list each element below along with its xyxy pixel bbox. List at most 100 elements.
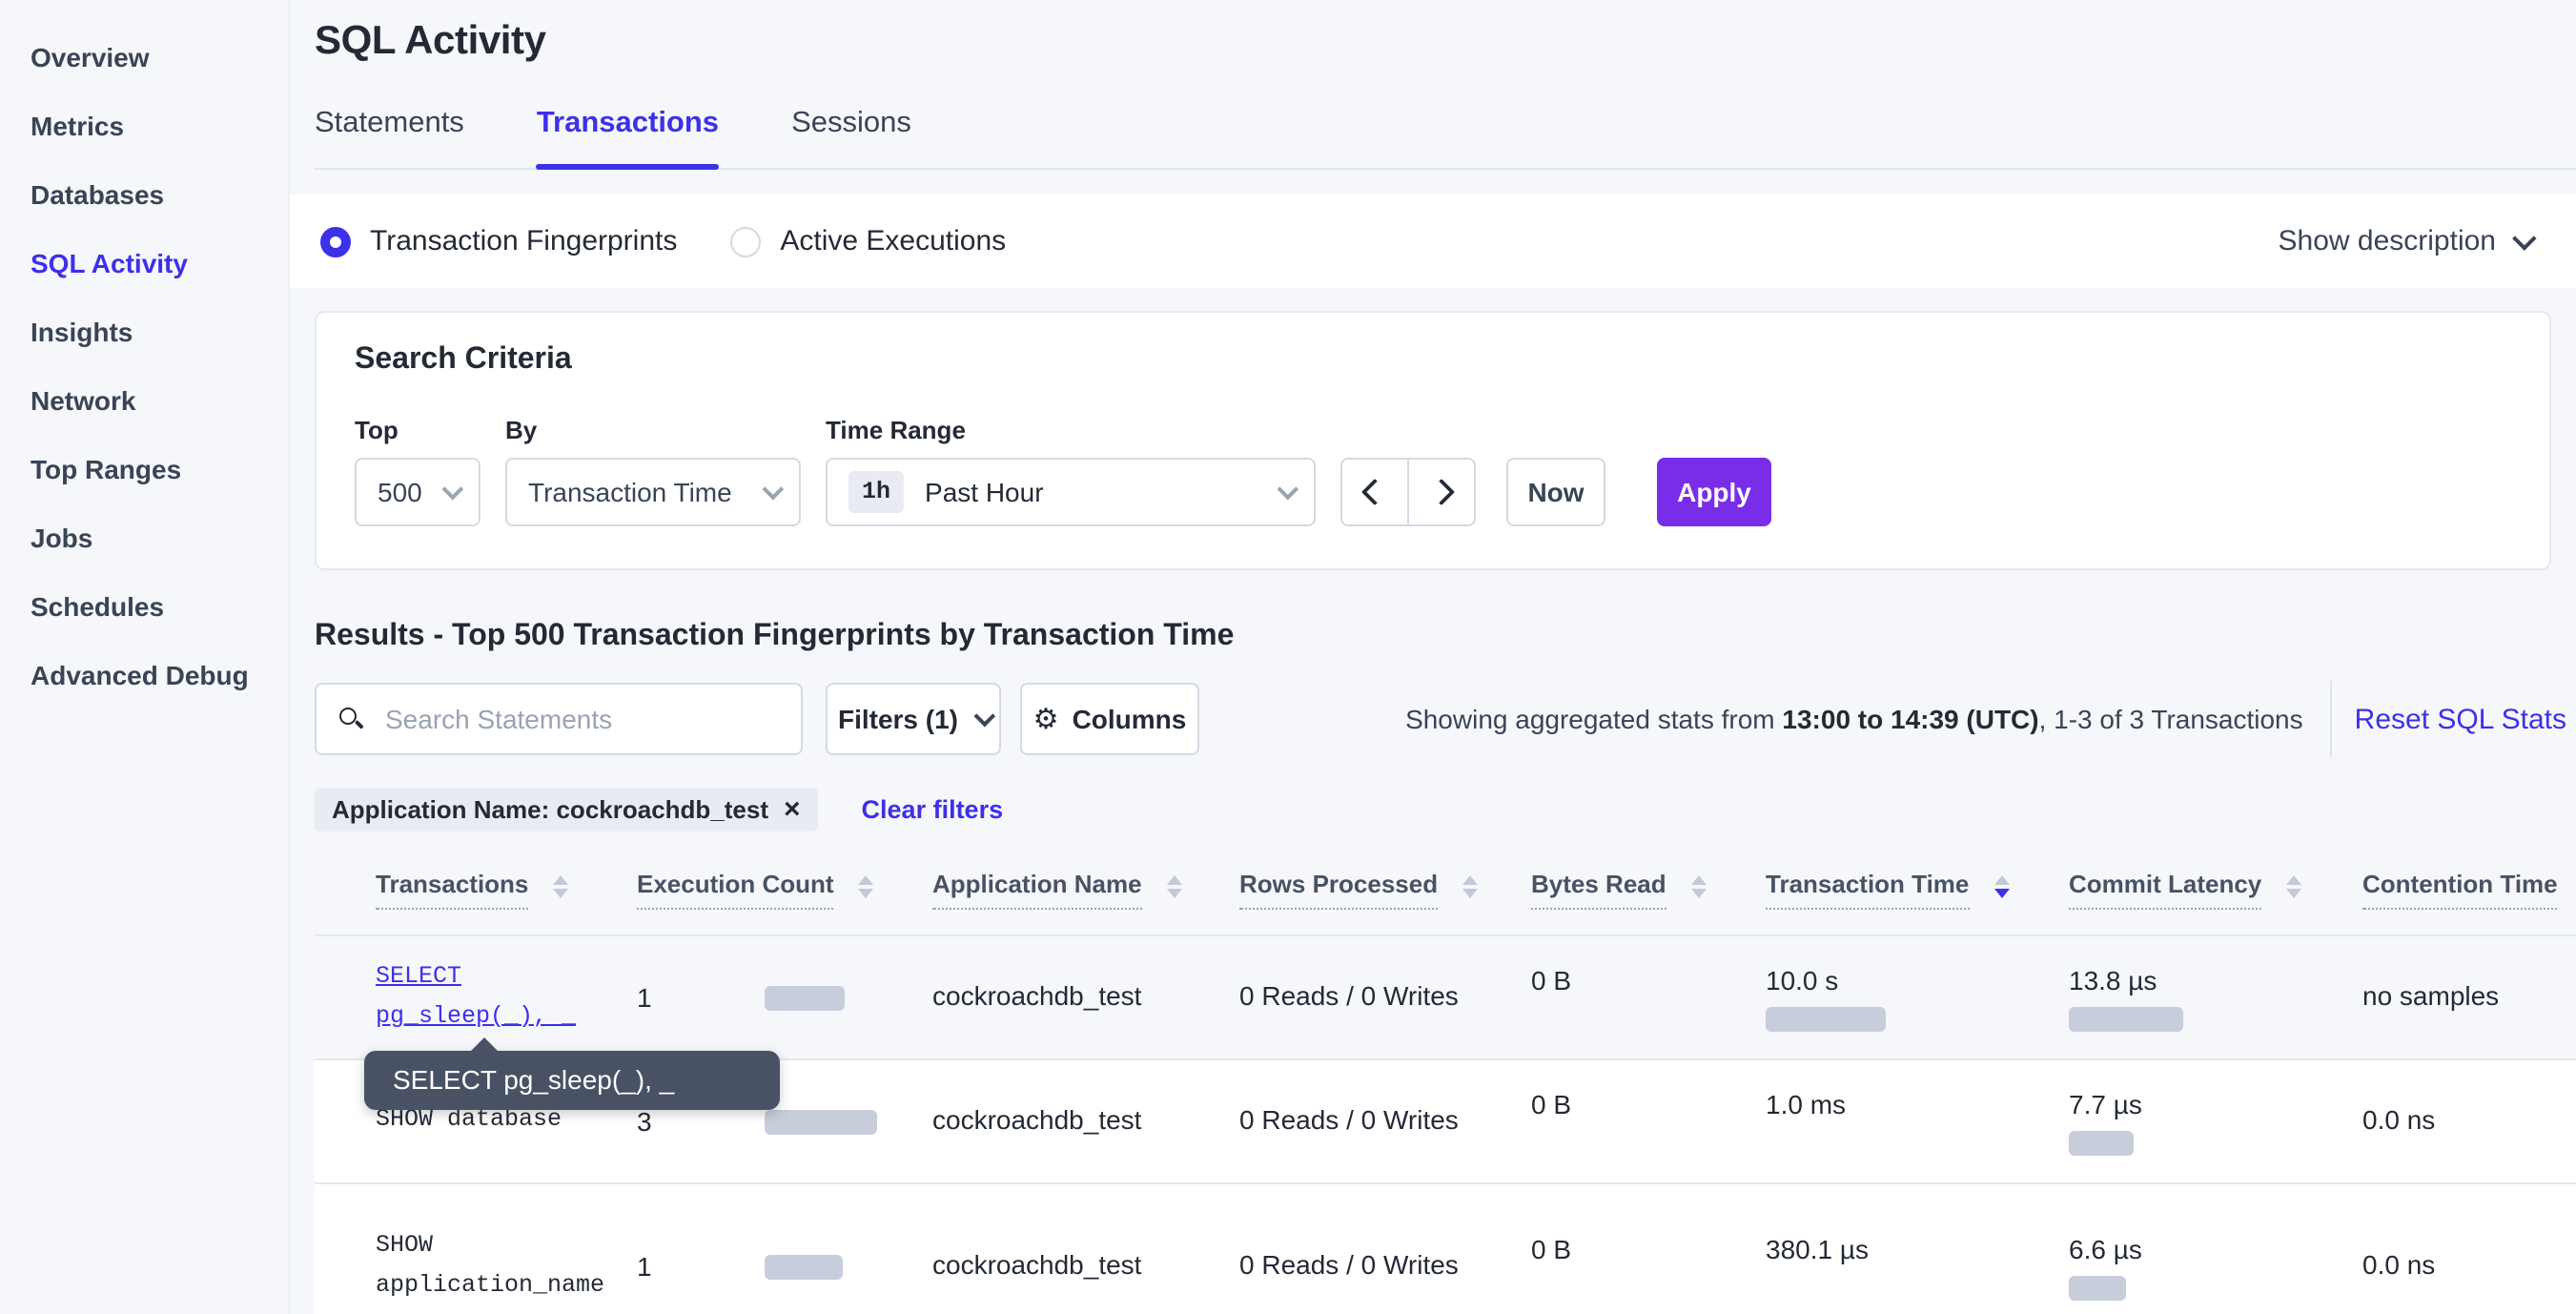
show-description-label: Show description xyxy=(2278,225,2496,257)
next-time-window-button[interactable] xyxy=(1407,460,1474,524)
sort-icon xyxy=(1166,874,1182,897)
sidebar-item-databases[interactable]: Databases xyxy=(31,179,165,210)
time-range-badge: 1h xyxy=(848,471,905,513)
statement-tooltip: SELECT pg_sleep(_), _ xyxy=(364,1037,780,1110)
radio-selected-icon xyxy=(320,226,351,257)
aggregated-stats-text: Showing aggregated stats from 13:00 to 1… xyxy=(1405,704,2303,734)
chevron-down-icon xyxy=(1277,478,1299,501)
search-statements-input[interactable] xyxy=(381,702,778,736)
radio-label: Transaction Fingerprints xyxy=(370,225,678,257)
application-name-value: cockroachdb_test xyxy=(932,1104,1142,1135)
col-header-application-name[interactable]: Application Name xyxy=(932,870,1239,910)
execution-count-value: 1 xyxy=(637,1251,652,1282)
sort-icon xyxy=(553,874,569,897)
remove-filter-icon[interactable]: × xyxy=(784,793,801,826)
execution-count-value: 3 xyxy=(637,1106,652,1137)
col-header-transaction-time[interactable]: Transaction Time xyxy=(1766,870,2069,910)
sidebar-item-top-ranges[interactable]: Top Ranges xyxy=(31,454,182,484)
col-header-commit-latency[interactable]: Commit Latency xyxy=(2069,870,2362,910)
page-title: SQL Activity xyxy=(315,19,546,63)
by-select-value: Transaction Time xyxy=(528,477,732,507)
sidebar-item-schedules[interactable]: Schedules xyxy=(31,591,165,622)
sort-icon xyxy=(1462,874,1479,897)
table-header-row: Transactions Execution Count Application… xyxy=(315,858,2576,934)
by-select[interactable]: Transaction Time xyxy=(505,458,801,526)
radio-label: Active Executions xyxy=(780,225,1007,257)
sort-icon xyxy=(1690,874,1707,897)
filter-chip[interactable]: Application Name: cockroachdb_test × xyxy=(315,788,818,832)
search-criteria-panel: Search Criteria Top 500 By Transaction T… xyxy=(315,311,2551,570)
sort-icon xyxy=(858,874,874,897)
clear-filters-link[interactable]: Clear filters xyxy=(861,795,1004,824)
filters-button[interactable]: Filters (1) xyxy=(826,683,1001,755)
rows-processed-value: 0 Reads / 0 Writes xyxy=(1239,1104,1459,1135)
prev-time-window-button[interactable] xyxy=(1342,460,1407,524)
time-range-label: Time Range xyxy=(826,416,966,444)
sort-icon xyxy=(2286,874,2302,897)
sidebar-item-advanced-debug[interactable]: Advanced Debug xyxy=(31,660,249,690)
transaction-time-value: 10.0 s xyxy=(1766,964,1839,995)
tab-statements[interactable]: Statements xyxy=(315,107,464,139)
col-header-execution-count[interactable]: Execution Count xyxy=(637,870,932,910)
commit-latency-bar xyxy=(2069,1275,2126,1300)
application-name-value: cockroachdb_test xyxy=(932,980,1142,1011)
sidebar-item-overview[interactable]: Overview xyxy=(31,42,150,72)
col-header-contention-time[interactable]: Contention Time xyxy=(2362,870,2576,910)
col-header-transactions[interactable]: Transactions xyxy=(376,870,637,910)
sidebar-item-insights[interactable]: Insights xyxy=(31,317,133,347)
execution-count-bar xyxy=(765,1109,877,1134)
col-header-rows-processed[interactable]: Rows Processed xyxy=(1239,870,1531,910)
bytes-read-value: 0 B xyxy=(1531,964,1572,995)
transaction-time-value: 1.0 ms xyxy=(1766,1088,1847,1119)
transaction-time-bar xyxy=(1766,1006,1886,1031)
time-range-field: Time Range 1h Past Hour xyxy=(826,416,1316,526)
columns-button[interactable]: ⚙ Columns xyxy=(1020,683,1199,755)
tab-transactions[interactable]: Transactions xyxy=(536,107,719,170)
now-button[interactable]: Now xyxy=(1506,458,1605,526)
sidebar-item-metrics[interactable]: Metrics xyxy=(31,111,125,141)
transaction-fingerprint-link[interactable]: SELECT pg_sleep(_), _ xyxy=(376,962,577,1031)
view-toggle-bar: Transaction Fingerprints Active Executio… xyxy=(290,195,2576,288)
radio-transaction-fingerprints[interactable]: Transaction Fingerprints xyxy=(320,225,677,257)
table-row: SELECT pg_sleep(_), _ 1 cockroachdb_test… xyxy=(315,934,2576,1058)
sort-desc-icon xyxy=(1993,874,2010,897)
top-select-value: 500 xyxy=(378,477,422,507)
tooltip-text: SELECT pg_sleep(_), _ xyxy=(393,1064,675,1095)
chevron-left-icon xyxy=(1360,478,1389,506)
rows-processed-value: 0 Reads / 0 Writes xyxy=(1239,980,1459,1011)
gear-icon: ⚙ xyxy=(1032,703,1059,735)
chevron-down-icon xyxy=(441,478,464,501)
transaction-fingerprint-text[interactable]: SHOW database xyxy=(376,1106,562,1134)
sidebar-item-network[interactable]: Network xyxy=(31,385,136,416)
commit-latency-bar xyxy=(2069,1006,2183,1031)
radio-active-executions[interactable]: Active Executions xyxy=(730,225,1006,257)
by-label: By xyxy=(505,416,538,444)
apply-button[interactable]: Apply xyxy=(1657,458,1771,526)
chevron-right-icon xyxy=(1427,478,1456,506)
sidebar-item-sql-activity[interactable]: SQL Activity xyxy=(31,248,188,278)
table-row: SHOW database 3 cockroachdb_test 0 Reads… xyxy=(315,1058,2576,1182)
commit-latency-value: 13.8 µs xyxy=(2069,964,2157,995)
transaction-fingerprint-text[interactable]: SHOW application_name xyxy=(376,1231,605,1300)
sidebar-item-jobs[interactable]: Jobs xyxy=(31,523,93,553)
time-window-arrows xyxy=(1340,458,1476,526)
top-select[interactable]: 500 xyxy=(355,458,480,526)
contention-time-value: 0.0 ns xyxy=(2362,1104,2436,1135)
search-criteria-heading: Search Criteria xyxy=(355,343,572,376)
col-header-bytes-read[interactable]: Bytes Read xyxy=(1531,870,1766,910)
contention-time-value: no samples xyxy=(2362,980,2500,1011)
tab-sessions[interactable]: Sessions xyxy=(791,107,911,139)
show-description-toggle[interactable]: Show description xyxy=(2278,225,2537,257)
filter-chip-label: Application Name: cockroachdb_test xyxy=(332,795,768,824)
commit-latency-value: 7.7 µs xyxy=(2069,1088,2142,1119)
rows-processed-value: 0 Reads / 0 Writes xyxy=(1239,1249,1459,1280)
reset-sql-stats-link[interactable]: Reset SQL Stats xyxy=(2354,703,2566,735)
search-criteria-controls: Top 500 By Transaction Time Time Range xyxy=(355,416,2511,526)
commit-latency-bar xyxy=(2069,1130,2134,1155)
execution-count-bar xyxy=(765,1254,843,1279)
vertical-divider xyxy=(2329,681,2332,757)
time-range-value: Past Hour xyxy=(925,477,1044,507)
top-label: Top xyxy=(355,416,399,444)
time-range-select[interactable]: 1h Past Hour xyxy=(826,458,1316,526)
